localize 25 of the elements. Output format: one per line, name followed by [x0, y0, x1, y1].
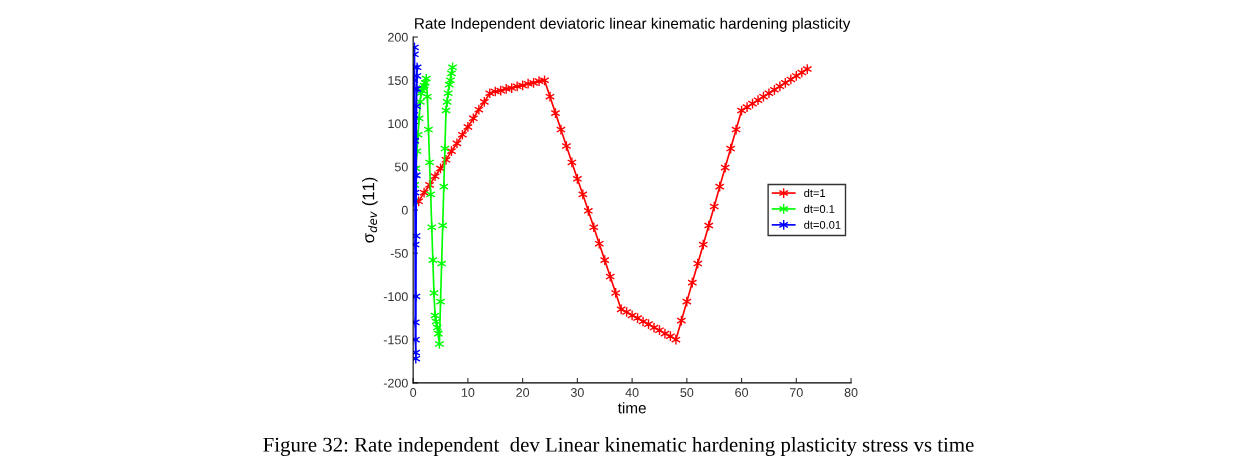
y-tick-label: -100 [383, 292, 408, 302]
caption: Figure 32: Rate independent dev Linear kinematic hardening plasticity stress vs time [263, 437, 974, 457]
x-tick-label: 80 [844, 388, 858, 397]
x-tick-label: 10 [461, 388, 475, 397]
x-tick-label: 30 [570, 388, 584, 397]
y-tick-label: 200 [388, 32, 408, 42]
legend-label: dt=0.1 [804, 204, 835, 213]
x-tick-label: 0 [410, 388, 417, 397]
chart-title: Rate Independent deviatoric linear kinematic hardening plasticity [415, 17, 851, 32]
y-tick-label: 50 [394, 162, 408, 172]
legend-label: dt=0.01 [804, 220, 841, 229]
y-tick-label: -50 [390, 249, 408, 258]
x-axis-title: time [617, 402, 646, 414]
y-tick-label: 0 [401, 205, 408, 215]
x-tick-label: 20 [516, 388, 530, 397]
y-tick-label: 100 [388, 119, 408, 129]
y-axis-title: σ$_{dev}$ (11) [362, 177, 378, 243]
x-tick-label: 40 [625, 388, 639, 397]
x-tick-label: 60 [735, 388, 749, 397]
y-tick-label: -150 [383, 335, 408, 345]
x-tick-label: 50 [680, 388, 694, 397]
y-tick-label: 150 [388, 76, 408, 85]
x-tick-label: 70 [790, 388, 803, 397]
legend-label: dt=1 [804, 188, 826, 198]
y-tick-label: -200 [383, 378, 408, 388]
